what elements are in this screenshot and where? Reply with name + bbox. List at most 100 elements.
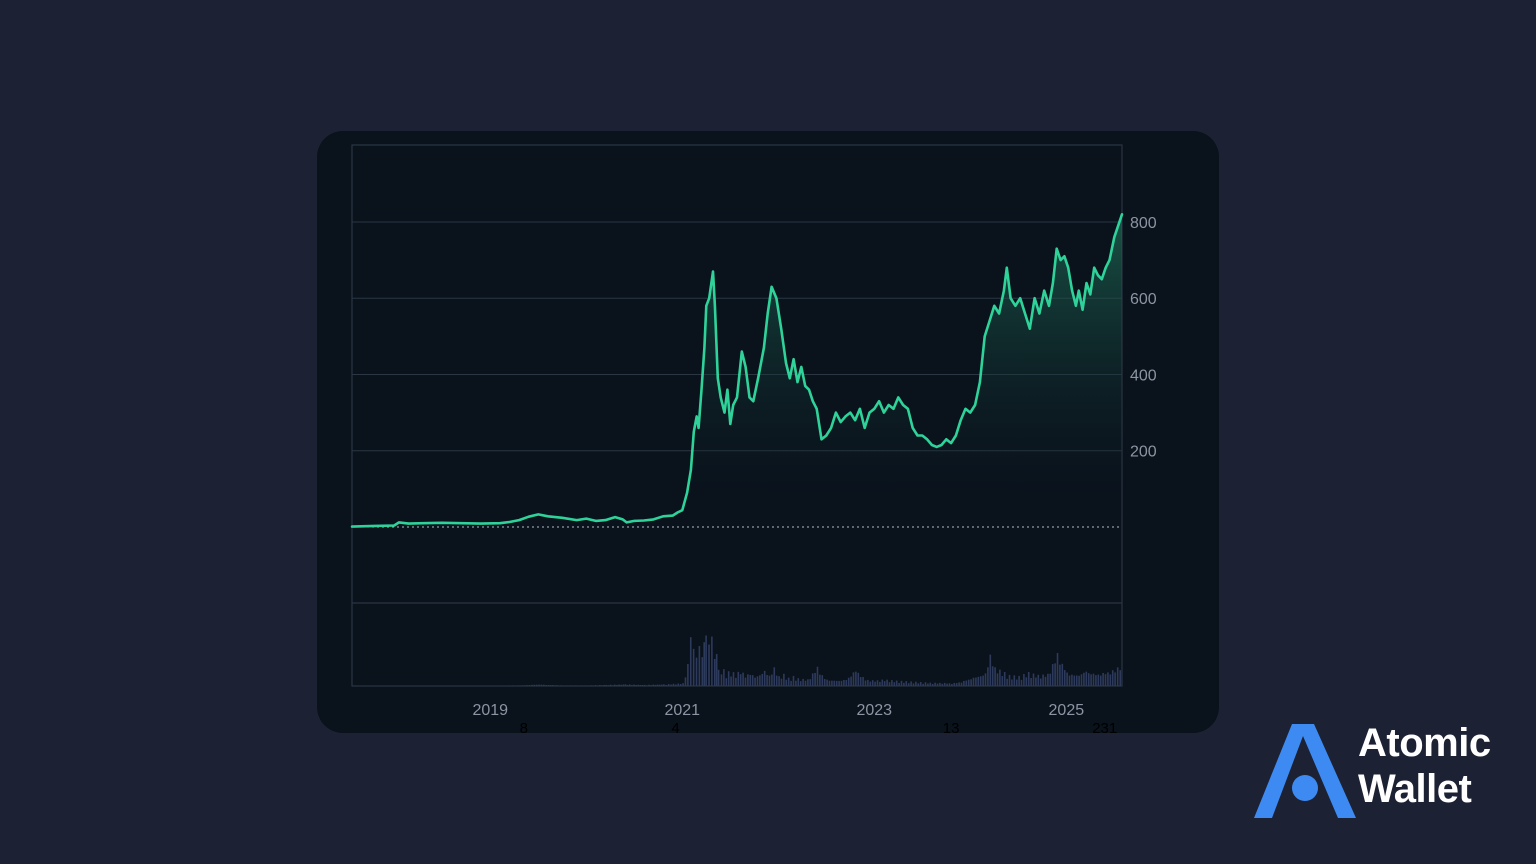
- volume-bar: [590, 685, 593, 686]
- volume-bar: [955, 683, 958, 686]
- volume-bar: [847, 677, 850, 686]
- price-point: [950, 442, 952, 444]
- volume-bar: [862, 676, 864, 686]
- volume-bar: [609, 684, 612, 686]
- price-point: [732, 404, 734, 406]
- volume-bar: [576, 685, 579, 686]
- price-point: [705, 305, 707, 307]
- volume-bar: [939, 682, 941, 686]
- volume-bar: [538, 684, 540, 686]
- price-point: [686, 492, 688, 494]
- volume-bar: [833, 680, 836, 686]
- price-point: [585, 518, 587, 520]
- price-point: [825, 434, 827, 437]
- price-point: [1014, 305, 1017, 307]
- volume-bar: [698, 646, 701, 686]
- price-point: [537, 513, 539, 516]
- volume-bar: [799, 681, 802, 686]
- volume-bar: [1023, 673, 1025, 686]
- price-point: [796, 381, 799, 383]
- volume-bar: [1109, 674, 1112, 686]
- price-point: [763, 347, 765, 349]
- volume-bar: [670, 684, 672, 686]
- volume-bar: [756, 676, 759, 686]
- price-point: [902, 404, 904, 406]
- volume-bar: [711, 636, 713, 686]
- price-point: [808, 389, 810, 391]
- volume-bar: [1039, 678, 1042, 686]
- price-point: [873, 408, 875, 410]
- volume-bar: [715, 653, 718, 686]
- volume-bar: [984, 673, 987, 686]
- price-point: [793, 358, 795, 360]
- price-point: [1003, 289, 1005, 292]
- volume-bar: [1107, 672, 1109, 686]
- price-chart: 200 400 600 800 2019 2021 2023 2025 8 4 13 231: [350, 144, 1157, 737]
- volume-bar: [1083, 672, 1085, 686]
- price-point: [883, 412, 885, 414]
- price-point: [916, 434, 919, 437]
- volume-bar: [975, 677, 977, 686]
- price-point: [1024, 312, 1026, 315]
- price-point: [974, 404, 976, 406]
- price-point: [622, 518, 624, 520]
- price-point: [864, 427, 866, 429]
- volume-bar: [611, 685, 614, 686]
- volume-bar: [826, 679, 828, 686]
- volume-bar: [876, 680, 879, 686]
- volume-bar: [717, 669, 720, 686]
- volume-bar: [695, 657, 698, 686]
- price-point: [960, 419, 962, 421]
- volume-bar: [905, 681, 908, 686]
- volume-bar: [533, 684, 536, 686]
- volume-bar: [823, 679, 826, 686]
- price-point: [1029, 328, 1031, 330]
- volume-bar: [751, 675, 754, 686]
- volume-bar: [732, 672, 735, 686]
- volume-bar: [1018, 675, 1020, 686]
- volume-bar: [1102, 672, 1104, 686]
- volume-bar: [631, 685, 633, 686]
- volume-bar: [792, 675, 795, 686]
- volume-bar: [648, 684, 650, 686]
- price-point: [595, 520, 597, 522]
- price-point: [1108, 259, 1111, 261]
- volume-bar: [543, 684, 545, 686]
- volume-bar: [917, 683, 920, 686]
- volume-bar: [581, 685, 584, 686]
- volume-bar: [549, 685, 552, 686]
- volume-bar: [682, 683, 684, 686]
- price-point: [785, 362, 787, 364]
- price-point: [1067, 267, 1069, 269]
- price-point: [729, 423, 731, 425]
- price-point: [849, 412, 851, 414]
- volume-bar: [816, 666, 819, 686]
- price-point: [745, 366, 747, 368]
- volume-bar: [967, 679, 970, 686]
- volume-bar: [599, 685, 601, 686]
- volume-bar: [1066, 672, 1068, 686]
- price-point: [714, 305, 716, 307]
- volume-bar: [835, 680, 838, 686]
- price-point: [868, 412, 871, 414]
- volume-bar: [811, 673, 814, 686]
- price-point: [767, 312, 769, 315]
- price-point: [940, 444, 943, 446]
- price-point: [969, 412, 971, 414]
- volume-bar: [713, 658, 716, 686]
- volume-bar: [679, 684, 682, 686]
- volume-bar: [1071, 674, 1073, 686]
- price-point: [374, 525, 376, 527]
- volume-bar: [605, 684, 608, 686]
- price-point: [1052, 282, 1054, 284]
- volume-bar: [790, 680, 792, 686]
- brand-name-line1: Atomic: [1358, 721, 1491, 765]
- volume-bar: [624, 684, 627, 686]
- volume-bar: [643, 684, 646, 686]
- volume-bar: [1049, 673, 1052, 686]
- volume-bar: [677, 683, 680, 686]
- volume-bar: [934, 682, 936, 686]
- price-point: [499, 522, 501, 524]
- price-point: [907, 408, 909, 410]
- volume-bar: [1116, 667, 1119, 686]
